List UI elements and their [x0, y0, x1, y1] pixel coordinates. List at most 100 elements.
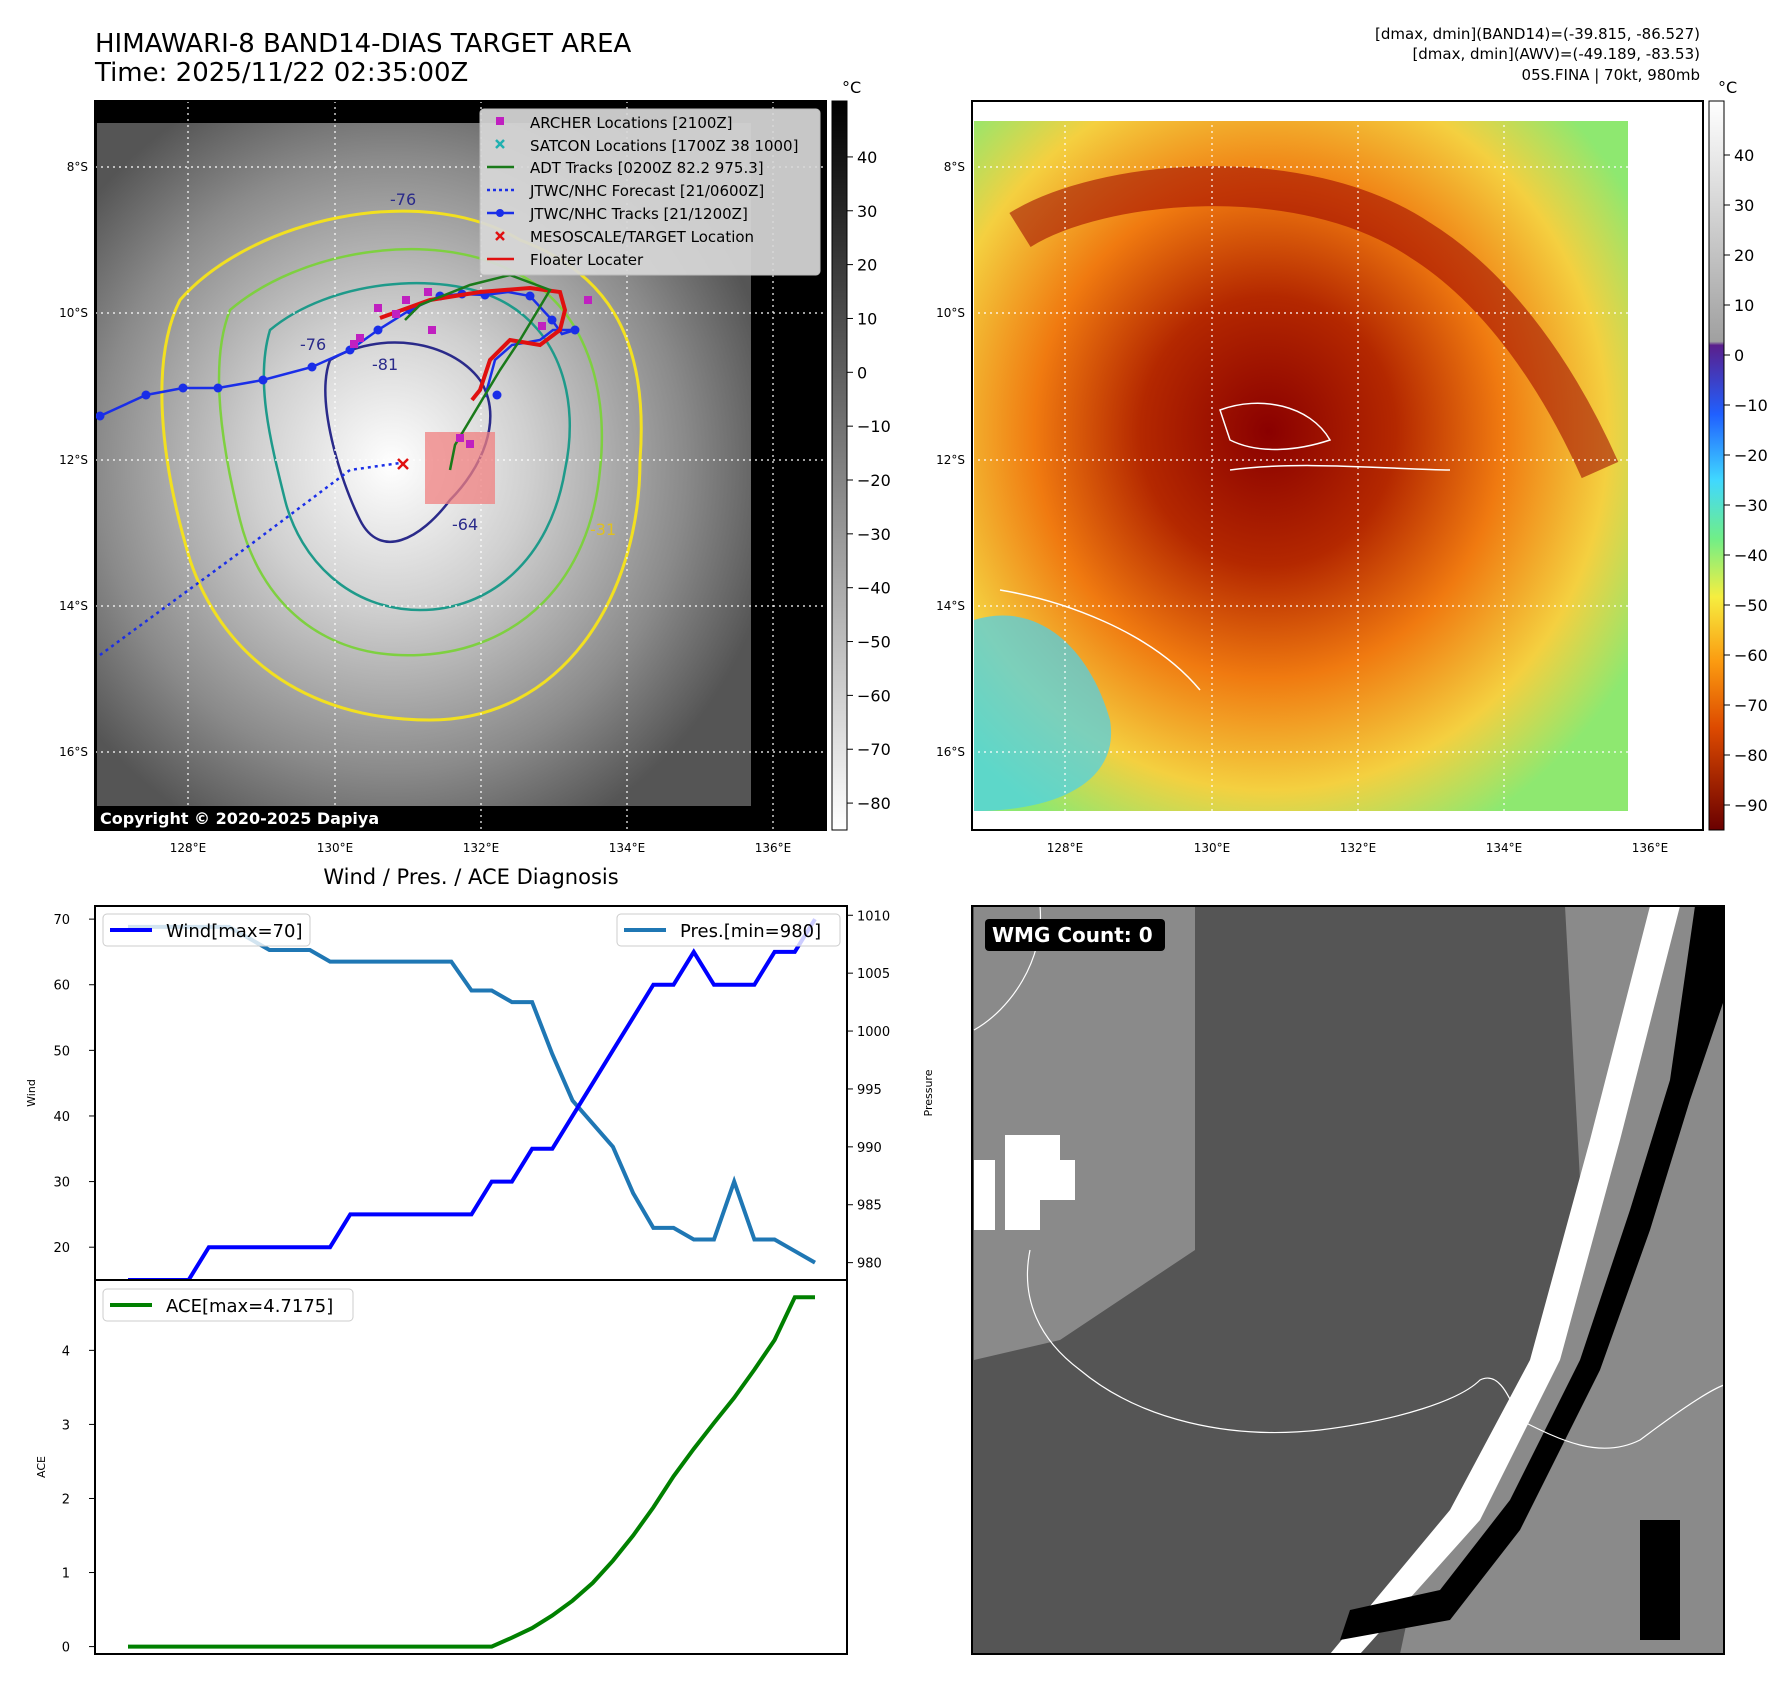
pressure-ytick-label: 1000 — [857, 1025, 890, 1040]
lat-tick: 8°S — [944, 160, 965, 174]
lon-tick: 128°E — [1047, 841, 1084, 855]
ir-colorbar-tick-label: 0 — [857, 363, 867, 382]
figure-title: HIMAWARI-8 BAND14-DIAS TARGET AREA — [95, 29, 632, 59]
legend-adt: ADT Tracks [0200Z 82.2 975.3] — [530, 159, 764, 177]
wmg-west-region — [974, 906, 1195, 1360]
ace-legend: ACE[max=4.7175] — [102, 1288, 354, 1322]
floater-locater-line — [379, 285, 568, 402]
copyright-box — [95, 806, 405, 830]
ir-contour-green — [217, 248, 604, 657]
pressure-legend: Pres.[min=980] — [616, 913, 841, 947]
wind-pressure-chart: Wind Pressure 20 30 40 50 60 70 980 985 990 995 1… — [25, 905, 935, 1282]
ir-lat-ticks: 8°S 10°S 12°S 14°S 16°S — [59, 160, 88, 759]
lon-tick: 134°E — [1486, 841, 1523, 855]
ace-chart: ACE 0 1 2 3 4 ACE[max=4.7175] — [35, 1279, 848, 1656]
legend-forecast: JTWC/NHC Forecast [21/0600Z] — [529, 182, 764, 200]
awv-colorbar-tick-label: −40 — [1734, 546, 1768, 565]
ir-colorbar-tick-label: −80 — [857, 794, 891, 813]
info-awv-range: [dmax, dmin](AWV)=(-49.189, -83.53) — [1412, 45, 1700, 63]
lat-tick: 16°S — [936, 745, 965, 759]
wind-ytick-label: 50 — [53, 1044, 70, 1059]
pressure-ytick-label: 985 — [857, 1199, 882, 1214]
lat-tick: 14°S — [936, 599, 965, 613]
wmg-east-region — [1400, 906, 1724, 1654]
ir-contour-label: -76 — [390, 190, 416, 209]
jtwc-forecast-line — [99, 461, 401, 657]
awv-colorbar-tick-label: 20 — [1734, 246, 1754, 265]
wmg-panel: WMG Count: 0 — [971, 905, 1725, 1655]
ir-colorbar-unit: °C — [842, 78, 861, 97]
lon-tick: 136°E — [755, 841, 792, 855]
ir-frame — [94, 100, 827, 831]
ir-colorbar — [831, 100, 848, 831]
legend-archer-icon — [496, 117, 504, 125]
legend-track: JTWC/NHC Tracks [21/1200Z] — [529, 205, 748, 223]
awv-colorbar-tick-label: −50 — [1734, 596, 1768, 615]
lat-tick: 12°S — [59, 453, 88, 467]
ace-line — [128, 1295, 815, 1649]
lon-tick: 132°E — [463, 841, 500, 855]
wind-legend: Wind[max=70] — [102, 913, 311, 947]
ir-contour-label: -31 — [590, 520, 616, 539]
lat-tick: 14°S — [59, 599, 88, 613]
mesoscale-marker — [397, 458, 409, 470]
awv-colorbar-tick-label: 40 — [1734, 146, 1754, 165]
pressure-ytick-label: 995 — [857, 1083, 882, 1098]
ir-colorbar-tick-label: 40 — [857, 148, 877, 167]
ir-colorbar-tick-label: −50 — [857, 633, 891, 652]
lon-tick: 134°E — [609, 841, 646, 855]
lon-tick: 130°E — [1194, 841, 1231, 855]
info-band14-range: [dmax, dmin](BAND14)=(-39.815, -86.527) — [1375, 25, 1700, 43]
lon-tick: 130°E — [317, 841, 354, 855]
lat-tick: 10°S — [936, 306, 965, 320]
awv-colorbar-tick-label: −20 — [1734, 446, 1768, 465]
ace-axes-frame — [94, 1279, 848, 1655]
target-box — [425, 432, 495, 504]
lon-tick: 136°E — [1632, 841, 1669, 855]
ir-contour-label: -81 — [372, 355, 398, 374]
wmg-white-band — [1330, 906, 1680, 1654]
legend-satcon-icon — [495, 139, 505, 149]
ir-colorbar-tick-label: −30 — [857, 525, 891, 544]
wind-axes-frame — [94, 905, 848, 1281]
pressure-ylabel: Pressure — [922, 1069, 935, 1116]
pressure-ytick-label: 1010 — [857, 909, 890, 924]
awv-coastline — [999, 402, 1451, 691]
ir-contour-teal — [262, 281, 572, 612]
ir-contour-label: -76 — [300, 335, 326, 354]
ir-colorbar-tick-label: 10 — [857, 309, 877, 328]
ace-ytick-label: 0 — [62, 1641, 70, 1656]
wmg-black-block — [1640, 1520, 1680, 1640]
lat-tick: 10°S — [59, 306, 88, 320]
awv-colorbar — [1708, 100, 1725, 831]
pressure-yticks: 980 985 990 995 1000 1005 1010 — [847, 909, 890, 1272]
wind-ytick-label: 60 — [53, 979, 70, 994]
wind-ytick-label: 70 — [53, 913, 70, 928]
awv-colorbar-tick-label: −10 — [1734, 396, 1768, 415]
pressure-ytick-label: 1005 — [857, 967, 890, 982]
legend-floater: Floater Locater — [530, 251, 644, 269]
awv-panel: 8°S 10°S 12°S 14°S 16°S 128°E 130°E 132°… — [936, 78, 1768, 855]
ir-lon-ticks: 128°E 130°E 132°E 134°E 136°E — [170, 841, 792, 855]
archer-points — [350, 288, 592, 448]
wind-yticks: 20 30 40 50 60 70 — [53, 913, 95, 1256]
wmg-frame — [971, 905, 1725, 1655]
legend-track-icon — [487, 209, 514, 217]
awv-lat-ticks: 8°S 10°S 12°S 14°S 16°S — [936, 160, 965, 759]
awv-colorbar-ticks: 40 30 20 10 0 −10 −20 −30 −40 −50 −60 −70 −80 −90 — [1724, 146, 1768, 815]
awv-moisture-band — [1009, 166, 1619, 479]
ace-ytick-label: 3 — [62, 1418, 70, 1433]
wmg-black-band — [1340, 906, 1724, 1640]
adt-track-line — [404, 273, 552, 471]
awv-frame — [971, 100, 1704, 831]
awv-colorbar-tick-label: 0 — [1734, 346, 1744, 365]
ir-colorbar-tick-label: −60 — [857, 686, 891, 705]
wind-line — [128, 918, 817, 1282]
awv-colorbar-tick-label: −70 — [1734, 696, 1768, 715]
ir-colorbar-tick-label: −40 — [857, 579, 891, 598]
awv-colorbar-tick-label: −80 — [1734, 746, 1768, 765]
wind-ytick-label: 40 — [53, 1110, 70, 1125]
wmg-white-patch — [974, 1135, 1075, 1230]
legend-mesoscale: MESOSCALE/TARGET Location — [530, 228, 754, 246]
wmg-count: WMG Count: 0 — [992, 923, 1153, 947]
